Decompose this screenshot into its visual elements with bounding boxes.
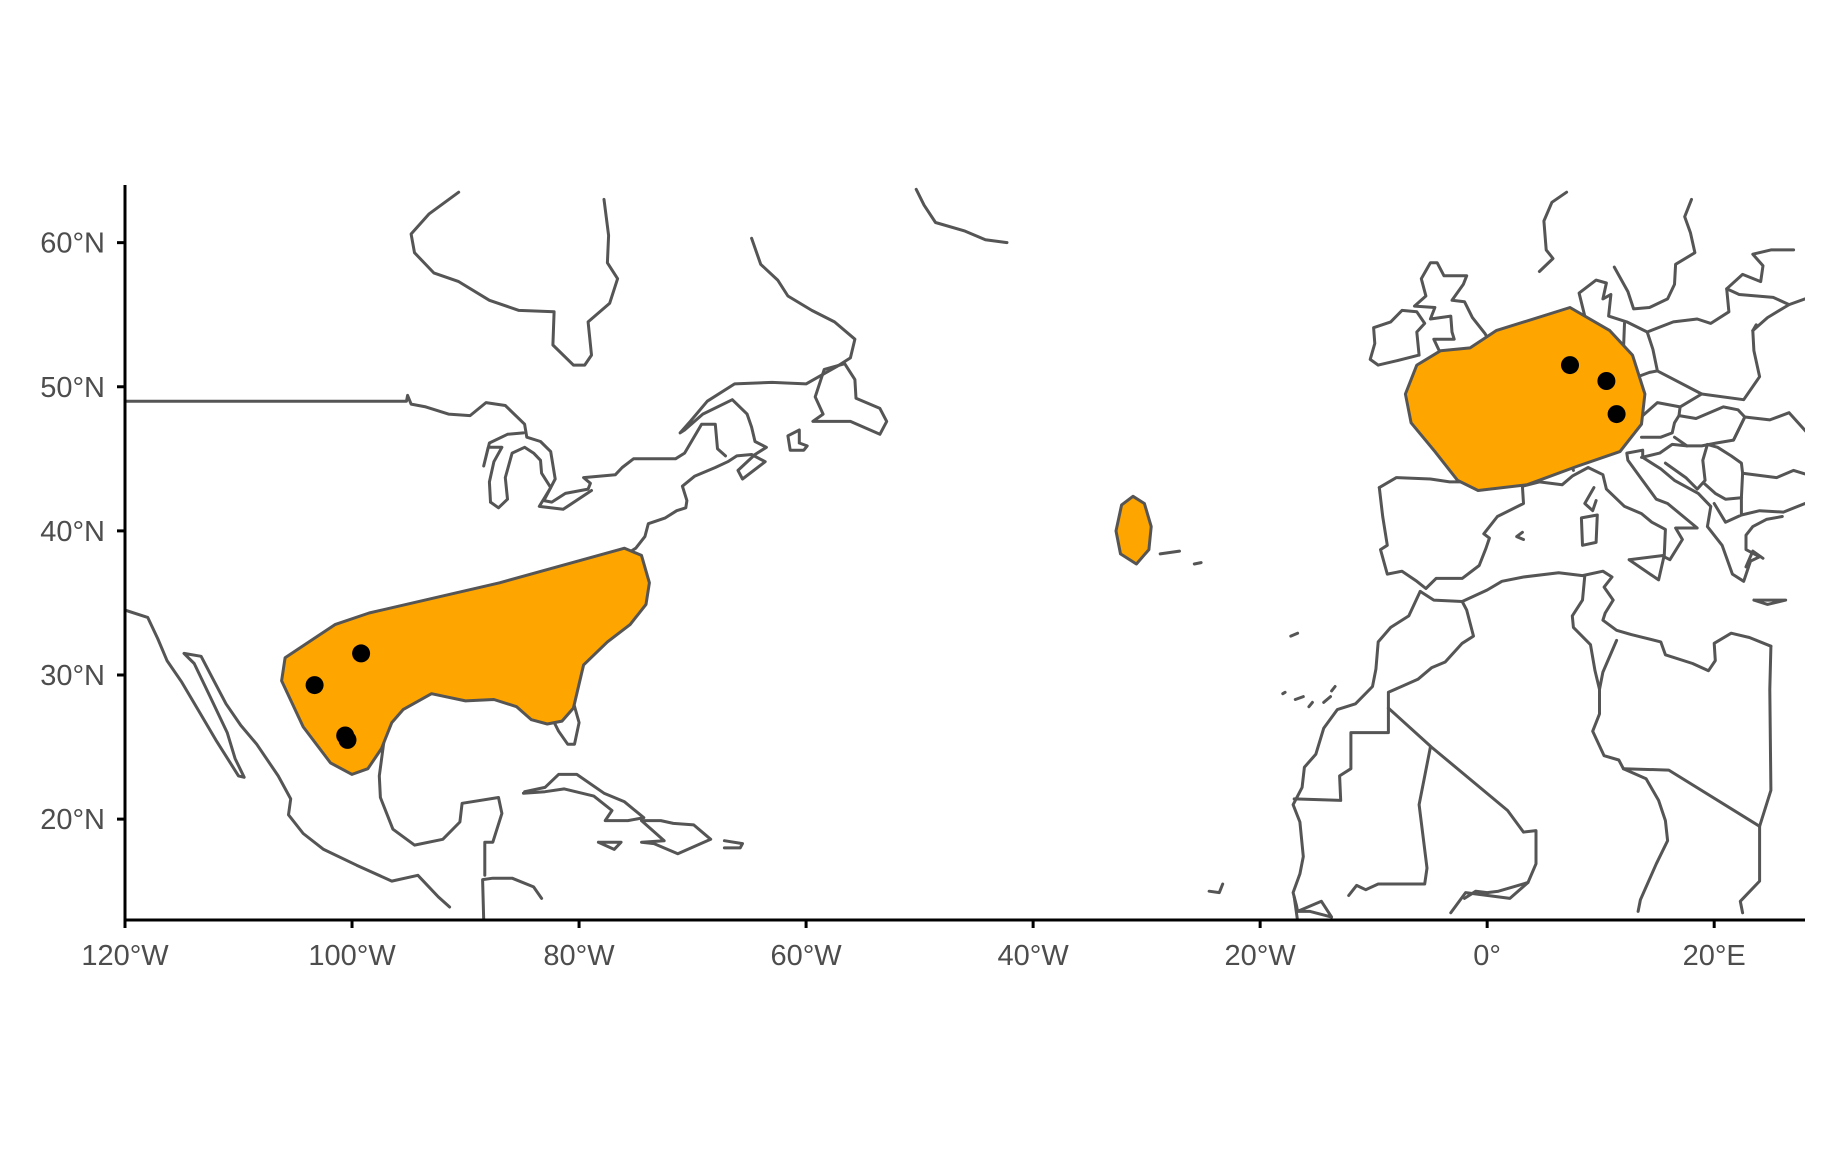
coastline (1744, 549, 1765, 569)
coastline (482, 431, 525, 504)
coastline (786, 428, 809, 452)
range-polygon-europe (1403, 306, 1647, 492)
coastline (1347, 745, 1432, 897)
y-tick-label: 50°N (40, 372, 105, 404)
range-polygon-azores (1114, 494, 1153, 566)
coastline (1330, 685, 1337, 693)
coastline (640, 819, 713, 856)
coastline (1621, 767, 1762, 828)
range-layer (280, 306, 1647, 776)
coastline (1368, 308, 1427, 367)
coastline (1386, 706, 1538, 900)
coastline (1583, 486, 1598, 513)
coastline (489, 445, 593, 511)
coastline (1678, 392, 1704, 409)
map-panel (124, 187, 1805, 919)
coastline (1702, 481, 1743, 501)
occurrence-point (1597, 372, 1616, 390)
coastline (124, 393, 727, 504)
coastline (409, 190, 620, 367)
coastline (377, 732, 504, 877)
coastline (1751, 303, 1791, 333)
coastline (1655, 323, 1762, 402)
coastline (811, 362, 889, 436)
coastline (914, 187, 1009, 245)
x-tick-label: 20°E (1683, 940, 1746, 972)
occurrence-point-layer (305, 356, 1626, 749)
coastline (1386, 600, 1475, 710)
x-tick-label: 20°W (1225, 940, 1297, 972)
coastline (1322, 695, 1332, 704)
x-tick-label: 0° (1473, 940, 1501, 972)
coastline (596, 840, 623, 851)
coastline (1598, 638, 1619, 691)
coastline (1291, 589, 1422, 913)
coastline (1158, 549, 1181, 556)
coastline (1752, 598, 1788, 606)
coastline (1377, 448, 1784, 590)
coastline (1570, 574, 1670, 913)
y-tick-label: 60°N (40, 228, 105, 260)
axis-layer: 120°W 100°W 80°W 60°W 40°W 20°W 0° 20°E 60°N 50°N… (40, 185, 1805, 972)
y-tick-label: 30°N (40, 660, 105, 692)
coastline (1663, 442, 1745, 524)
coastline (1738, 644, 1773, 915)
coastline (1307, 700, 1314, 709)
coastline (1377, 476, 1469, 490)
coastline (1289, 631, 1300, 638)
coastline (521, 772, 646, 823)
coastline (1292, 706, 1390, 802)
coastline-layer (124, 187, 1805, 919)
range-polygon-north-america (280, 546, 651, 776)
coastline (1192, 561, 1203, 566)
coastline (481, 876, 544, 919)
coastline (722, 839, 744, 850)
x-tick-label: 100°W (308, 940, 396, 972)
coastline (1579, 513, 1599, 547)
coastline (1627, 553, 1666, 582)
y-tick-label: 20°N (40, 804, 105, 836)
coastline (1741, 468, 1805, 480)
occurrence-point (1561, 356, 1579, 375)
x-tick-label: 120°W (81, 940, 169, 972)
coastline (1732, 411, 1805, 442)
coastline (1418, 569, 1773, 673)
coastline (1612, 197, 1697, 311)
coastline (1293, 695, 1305, 701)
coastline (124, 608, 452, 909)
occurrence-point (352, 644, 371, 663)
x-tick-label: 60°W (770, 940, 842, 972)
y-tick-label: 40°N (40, 516, 105, 548)
coastline (1292, 895, 1299, 919)
coastline (1449, 881, 1530, 915)
coastline (1739, 502, 1805, 517)
occurrence-point (336, 726, 355, 745)
coastline (1207, 882, 1225, 895)
coastline (1640, 442, 1689, 459)
x-tick-label: 40°W (997, 940, 1069, 972)
coastline (1281, 690, 1287, 696)
x-tick-label: 80°W (543, 940, 615, 972)
occurrence-point (1607, 405, 1626, 424)
coastline (1537, 190, 1569, 273)
coastline (1725, 287, 1805, 307)
coastline (1515, 530, 1525, 541)
coastline (1296, 899, 1334, 919)
occurrence-point (305, 676, 324, 695)
